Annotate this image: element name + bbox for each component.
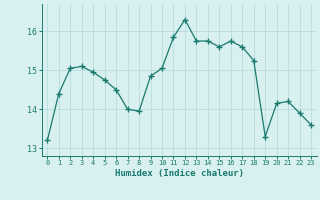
X-axis label: Humidex (Indice chaleur): Humidex (Indice chaleur) — [115, 169, 244, 178]
